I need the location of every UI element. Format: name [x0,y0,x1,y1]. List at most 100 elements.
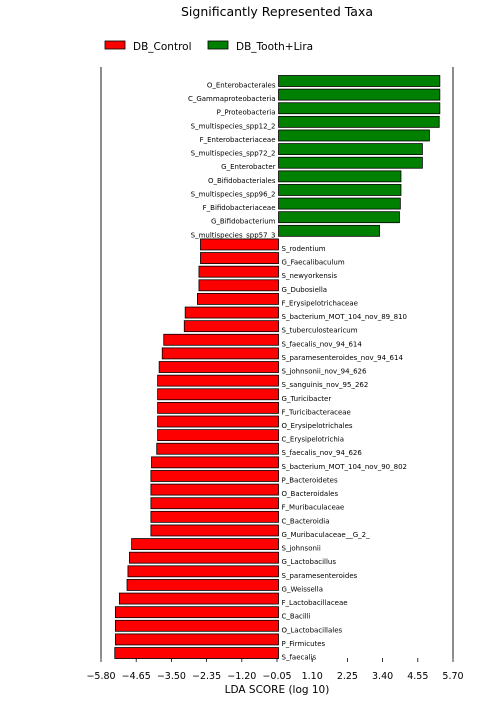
bar-38 [118,592,279,605]
bar-label-13: G_Faecalibaculum [282,259,345,267]
bar-12 [200,238,279,251]
bar-label-5: S_multispecies_spp72_2 [191,150,276,158]
bar-24 [157,401,279,414]
x-axis-label: LDA SCORE (log 10) [225,684,330,696]
bar-22 [157,374,279,387]
bar-label-17: S_bacterium_MOT_104_nov_89_810 [282,313,407,321]
bar-23 [157,388,279,401]
x-tick-label-6: 1.10 [302,671,323,682]
x-tick-label-1: −4.65 [122,671,151,682]
bar-6 [278,156,423,169]
bar-label-24: F_Turicibacteraceae [282,408,351,416]
bar-42 [114,647,279,659]
bar-17 [184,306,279,319]
legend: DB_Control DB_Tooth+Lira [104,40,313,53]
bar-label-41: P_Firmicutes [282,640,326,648]
bar-label-2: P_Proteobacteria [217,109,276,117]
bar-15 [198,279,279,292]
bar-33 [150,524,279,537]
bar-29 [150,470,279,482]
bar-label-34: S_johnsonii [282,545,321,553]
bar-21 [158,361,279,373]
bar-label-8: S_multispecies_spp96_2 [191,190,276,198]
bar-label-27: S_faecalis_nov_94_626 [282,449,363,457]
bar-label-35: G_Lactobacillus [282,558,337,566]
bar-30 [150,483,279,496]
bar-35 [129,551,279,564]
bar-19 [163,333,279,346]
bar-label-1: C_Gammaproteobacteria [188,95,276,103]
legend-label-1: DB_Tooth+Lira [236,41,313,53]
bar-4 [278,129,430,142]
bar-9 [278,197,401,210]
bar-41 [114,633,279,646]
bar-1 [278,88,441,101]
bar-label-36: S_paramesenteroides [282,572,358,580]
bar-label-7: O_Bifidobacteriales [208,177,276,185]
x-tick-label-4: −1.20 [227,671,256,682]
bar-14 [198,265,279,278]
bar-label-18: S_tuberculostearicum [282,327,358,335]
bar-40 [114,619,279,632]
legend-label-0: DB_Control [133,41,192,53]
x-tick-label-7: 2.25 [337,671,358,682]
bar-label-3: S_multispecies_spp12_2 [191,122,276,130]
bar-label-23: G_Turicibacter [282,395,332,403]
bar-label-28: S_bacterium_MOT_104_nov_90_802 [282,463,407,471]
bar-18 [183,320,279,333]
x-tick-label-2: −3.50 [157,671,186,682]
bar-36 [127,565,279,578]
bar-label-0: O_Enterobacterales [207,82,276,90]
bar-20 [161,347,279,360]
bar-label-42: S_faecalis [282,654,317,662]
bar-label-16: F_Erysipelotrichaceae [282,299,358,307]
bar-label-39: C_Bacilli [282,613,311,621]
bar-label-4: F_Enterobacteriaceae [200,136,276,144]
bar-10 [278,211,400,224]
bar-3 [278,115,440,128]
legend-swatch-0 [104,40,126,50]
bar-label-40: O_Lactobacillales [282,626,343,634]
x-tick-label-0: −5.80 [86,671,115,682]
bar-label-9: F_Bifidobacteriaceae [203,204,276,212]
bar-39 [114,606,279,619]
bar-label-29: P_Bacteroidetes [282,476,338,484]
bar-label-12: S_rodentium [282,245,326,253]
bar-label-15: G_Dubosiella [282,286,328,294]
bar-label-20: S_paramesenteroides_nov_94_614 [282,354,404,362]
bar-5 [278,143,423,156]
plot-area: O_Enterobacterales C_Gammaproteobacteria P… [86,67,464,682]
bar-16 [197,293,279,305]
bar-31 [150,497,279,510]
bar-8 [278,184,402,196]
bar-label-21: S_johnsonii_nov_94_626 [282,368,367,376]
bar-label-37: G_Weissella [282,585,323,593]
bar-28 [151,456,279,469]
bar-34 [131,538,279,550]
x-tick-label-10: 5.70 [442,671,463,682]
bar-label-33: G_Muribaculaceae__G_2_ [282,531,371,539]
x-tick-label-8: 3.40 [372,671,393,682]
bar-label-10: G_Bifidobacterium [211,218,276,226]
bar-label-32: C_Bacteroidia [282,517,330,525]
bar-27 [156,442,279,455]
bar-label-30: O_Bacteroidales [282,490,339,498]
bar-label-14: S_newyorkensis [282,272,338,280]
bar-label-26: C_Erysipelotrichia [282,436,345,444]
legend-swatch-1 [207,40,229,50]
bar-2 [278,102,441,115]
bar-25 [157,415,279,428]
bar-label-19: S_faecalis_nov_94_614 [282,340,363,348]
x-tick-label-5: −0.05 [262,671,291,682]
bar-label-6: G_Enterobacter [221,163,275,171]
x-tick-label-3: −2.35 [192,671,221,682]
bar-0 [278,75,441,87]
bar-label-31: F_Muribaculaceae [282,504,345,512]
bar-label-11: S_multispecies_spp57_3 [191,231,276,239]
x-tick-label-9: 4.55 [407,671,428,682]
chart-title: Significantly Represented Taxa [181,4,373,19]
bar-label-25: O_Erysipelotrichales [282,422,353,430]
bar-7 [278,170,402,183]
bar-13 [200,252,279,264]
